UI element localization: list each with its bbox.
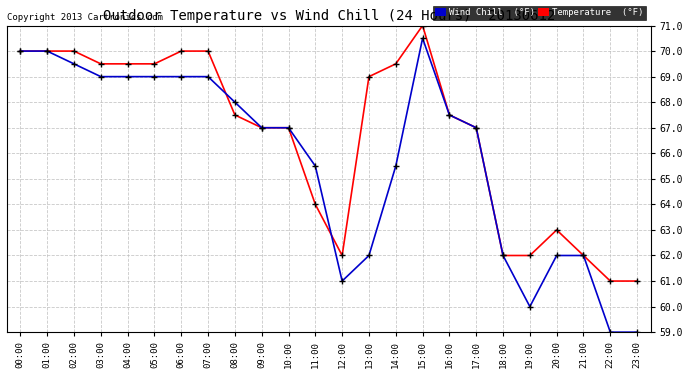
Legend: Wind Chill  (°F), Temperature  (°F): Wind Chill (°F), Temperature (°F) [433,6,646,20]
Text: Copyright 2013 Cartronics.com: Copyright 2013 Cartronics.com [7,13,163,22]
Title: Outdoor Temperature vs Wind Chill (24 Hours)  20130612: Outdoor Temperature vs Wind Chill (24 Ho… [103,9,555,23]
